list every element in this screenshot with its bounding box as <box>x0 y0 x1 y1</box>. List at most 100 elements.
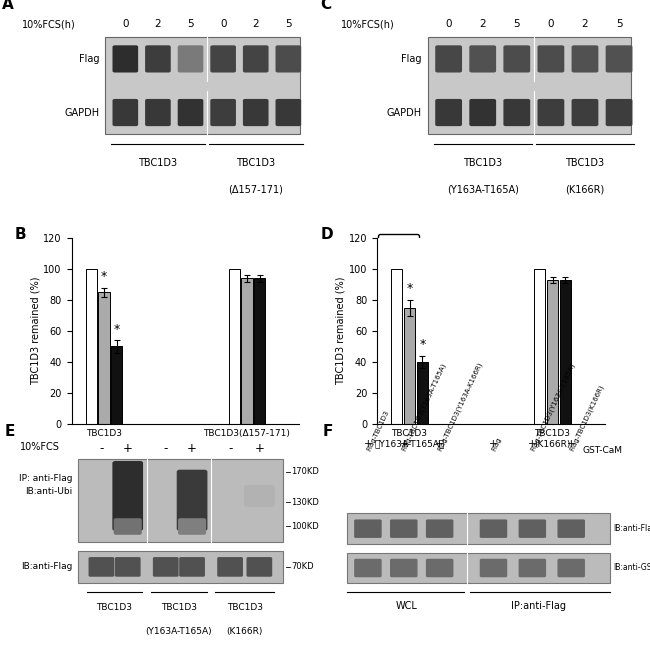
Text: Flag-TBC1D3(Y163A-T165A): Flag-TBC1D3(Y163A-T165A) <box>401 362 448 452</box>
Text: WCL: WCL <box>396 601 418 611</box>
Y-axis label: TBC1D3 remained (%): TBC1D3 remained (%) <box>31 277 40 385</box>
Y-axis label: TBC1D3 remained (%): TBC1D3 remained (%) <box>336 277 346 385</box>
Text: IB:anti-Flag: IB:anti-Flag <box>613 524 650 533</box>
Bar <box>391 269 402 424</box>
Text: -: - <box>228 442 232 455</box>
FancyBboxPatch shape <box>211 45 236 73</box>
Text: Flag-TBC1D3(Y163A-K166R): Flag-TBC1D3(Y163A-K166R) <box>437 361 484 452</box>
FancyBboxPatch shape <box>503 45 530 73</box>
Text: 5: 5 <box>616 19 622 29</box>
FancyBboxPatch shape <box>606 99 632 126</box>
FancyBboxPatch shape <box>145 45 171 73</box>
FancyBboxPatch shape <box>114 518 142 535</box>
Text: +: + <box>123 442 133 455</box>
Bar <box>254 279 265 424</box>
FancyBboxPatch shape <box>480 559 507 577</box>
Text: *: * <box>101 270 107 283</box>
Text: TBC1D3: TBC1D3 <box>97 603 133 612</box>
FancyBboxPatch shape <box>179 557 205 577</box>
Text: E: E <box>5 424 15 439</box>
Text: Flag-TBC1D3: Flag-TBC1D3 <box>365 410 389 452</box>
Text: *: * <box>419 338 426 351</box>
Text: TBC1D3: TBC1D3 <box>161 603 197 612</box>
FancyBboxPatch shape <box>469 99 496 126</box>
Text: (K166R): (K166R) <box>566 184 604 194</box>
FancyBboxPatch shape <box>112 461 143 531</box>
Bar <box>560 280 571 424</box>
Text: Flag: Flag <box>79 54 99 64</box>
Text: +: + <box>489 439 498 449</box>
FancyBboxPatch shape <box>177 45 203 73</box>
Text: IB:anti-GST: IB:anti-GST <box>613 563 650 573</box>
FancyBboxPatch shape <box>246 557 272 577</box>
FancyBboxPatch shape <box>217 557 243 577</box>
Text: -: - <box>164 442 168 455</box>
Bar <box>428 37 631 134</box>
Text: IB:anti-Flag: IB:anti-Flag <box>21 563 72 571</box>
Text: TBC1D3: TBC1D3 <box>236 158 276 168</box>
Bar <box>534 269 545 424</box>
Text: GAPDH: GAPDH <box>387 107 422 118</box>
Text: 0: 0 <box>548 19 554 29</box>
Text: +: + <box>254 442 265 455</box>
Text: TBC1D3: TBC1D3 <box>227 603 263 612</box>
FancyBboxPatch shape <box>88 557 114 577</box>
Bar <box>347 553 610 583</box>
FancyBboxPatch shape <box>426 520 454 538</box>
Text: 5: 5 <box>285 19 292 29</box>
FancyBboxPatch shape <box>244 485 275 507</box>
FancyBboxPatch shape <box>436 45 462 73</box>
Text: GST-CaM: GST-CaM <box>582 446 622 455</box>
FancyBboxPatch shape <box>390 559 417 577</box>
FancyBboxPatch shape <box>177 99 203 126</box>
Text: +: + <box>567 439 575 449</box>
FancyBboxPatch shape <box>177 470 207 531</box>
FancyBboxPatch shape <box>480 520 507 538</box>
Text: 170KD: 170KD <box>292 467 319 477</box>
FancyBboxPatch shape <box>503 99 530 126</box>
FancyBboxPatch shape <box>571 45 599 73</box>
Text: 2: 2 <box>252 19 259 29</box>
Legend: 0h, 2h, 5h: 0h, 2h, 5h <box>378 234 419 282</box>
FancyBboxPatch shape <box>276 45 301 73</box>
Text: (K166R): (K166R) <box>227 627 263 636</box>
Text: *: * <box>406 283 413 295</box>
FancyBboxPatch shape <box>538 99 564 126</box>
FancyBboxPatch shape <box>243 45 268 73</box>
FancyBboxPatch shape <box>112 99 138 126</box>
Text: 10%FCS(h): 10%FCS(h) <box>22 19 76 29</box>
Text: IP: anti-Flag
IB:anti-Ubi: IP: anti-Flag IB:anti-Ubi <box>19 474 72 496</box>
FancyBboxPatch shape <box>519 520 546 538</box>
Bar <box>86 269 97 424</box>
FancyBboxPatch shape <box>145 99 171 126</box>
FancyBboxPatch shape <box>354 559 382 577</box>
FancyBboxPatch shape <box>538 45 564 73</box>
Text: D: D <box>320 227 333 242</box>
Bar <box>105 37 300 134</box>
Text: 10%FCS: 10%FCS <box>20 442 59 452</box>
Bar <box>98 293 110 424</box>
FancyBboxPatch shape <box>390 520 417 538</box>
FancyBboxPatch shape <box>276 99 301 126</box>
Text: +: + <box>528 439 537 449</box>
Text: 10%FCS(h): 10%FCS(h) <box>341 19 395 29</box>
Text: B: B <box>14 227 26 242</box>
Text: 2: 2 <box>480 19 486 29</box>
FancyBboxPatch shape <box>558 520 585 538</box>
Bar <box>347 514 610 544</box>
FancyBboxPatch shape <box>519 559 546 577</box>
Text: GAPDH: GAPDH <box>64 107 99 118</box>
Text: -: - <box>99 442 103 455</box>
Text: +: + <box>436 439 444 449</box>
Text: Flag-TBC1D3(Y163A-T165A): Flag-TBC1D3(Y163A-T165A) <box>530 362 576 452</box>
FancyBboxPatch shape <box>115 557 140 577</box>
FancyBboxPatch shape <box>354 520 382 538</box>
Text: F: F <box>323 424 333 439</box>
FancyBboxPatch shape <box>469 45 496 73</box>
Bar <box>241 279 253 424</box>
Text: 0: 0 <box>445 19 452 29</box>
Text: 130KD: 130KD <box>292 498 319 507</box>
FancyBboxPatch shape <box>558 559 585 577</box>
Text: +: + <box>400 439 408 449</box>
FancyBboxPatch shape <box>426 559 454 577</box>
